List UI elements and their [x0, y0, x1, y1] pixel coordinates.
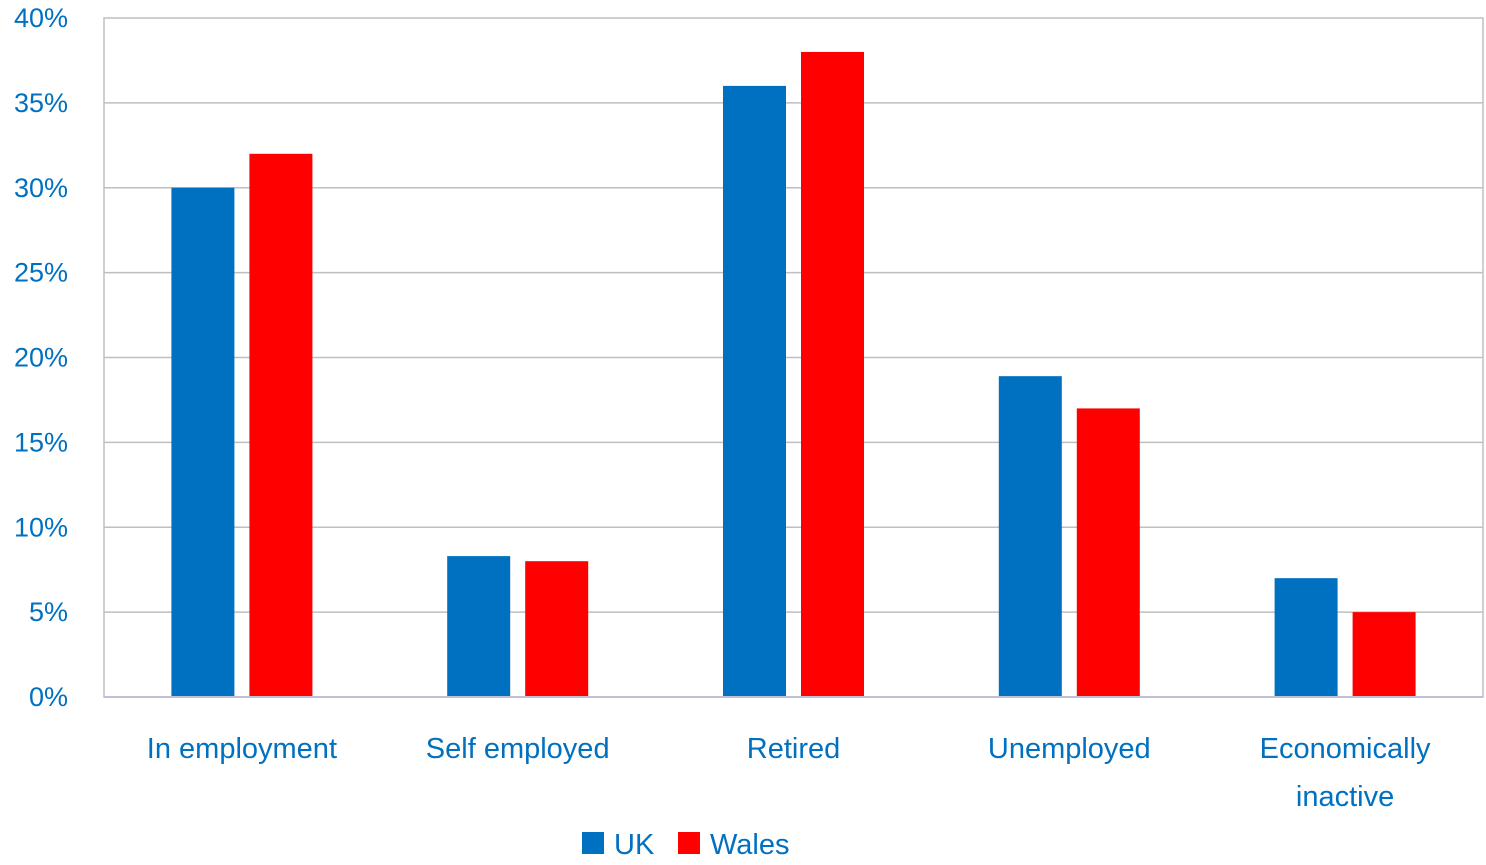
bar-uk — [723, 85, 786, 697]
y-tick-label: 15% — [14, 427, 68, 457]
legend-label-uk: UK — [614, 829, 655, 861]
category-label: inactive — [1296, 781, 1394, 813]
y-tick-label: 20% — [14, 343, 68, 373]
category-label: Retired — [747, 733, 841, 765]
bar-uk — [447, 556, 511, 697]
bar-wales — [801, 51, 864, 697]
y-tick-label: 0% — [29, 682, 68, 712]
bar-wales — [525, 561, 589, 697]
bar-wales — [1352, 612, 1416, 697]
category-label: Self employed — [426, 733, 610, 765]
category-label: In employment — [147, 733, 337, 765]
category-label: Unemployed — [988, 733, 1151, 765]
bar-wales — [1076, 408, 1140, 697]
legend-swatch-wales — [678, 832, 700, 854]
y-tick-label: 5% — [29, 597, 68, 627]
legend-swatch-uk — [582, 832, 604, 854]
y-tick-label: 30% — [14, 173, 68, 203]
y-tick-label: 25% — [14, 258, 68, 288]
bar-wales — [249, 153, 313, 698]
y-tick-label: 40% — [14, 3, 68, 33]
bar-uk — [998, 376, 1062, 697]
y-tick-label: 35% — [14, 88, 68, 118]
category-label: Economically — [1260, 733, 1431, 765]
legend-label-wales: Wales — [710, 829, 790, 861]
bar-uk — [1274, 578, 1338, 697]
bar-uk — [171, 187, 235, 697]
y-tick-label: 10% — [14, 512, 68, 542]
